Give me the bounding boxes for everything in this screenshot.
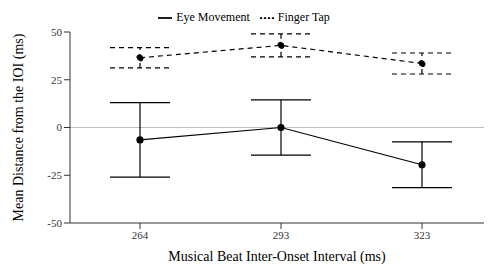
- svg-text:0: 0: [57, 121, 63, 133]
- svg-text:Mean Distance from the IOI (ms: Mean Distance from the IOI (ms): [11, 33, 27, 221]
- html-text:Finger Tap: Finger Tap: [277, 10, 330, 24]
- svg-text:-50: -50: [47, 217, 62, 229]
- html-text:Eye Movement: Eye Movement: [176, 10, 250, 24]
- svg-text:293: 293: [273, 229, 290, 241]
- svg-text:25: 25: [51, 74, 63, 86]
- svg-text:264: 264: [132, 229, 149, 241]
- svg-text:50: 50: [51, 26, 63, 38]
- svg-text:Musical Beat Inter-Onset Inter: Musical Beat Inter-Onset Interval (ms): [168, 249, 386, 265]
- svg-text:323: 323: [414, 229, 431, 241]
- svg-text:-25: -25: [47, 169, 62, 181]
